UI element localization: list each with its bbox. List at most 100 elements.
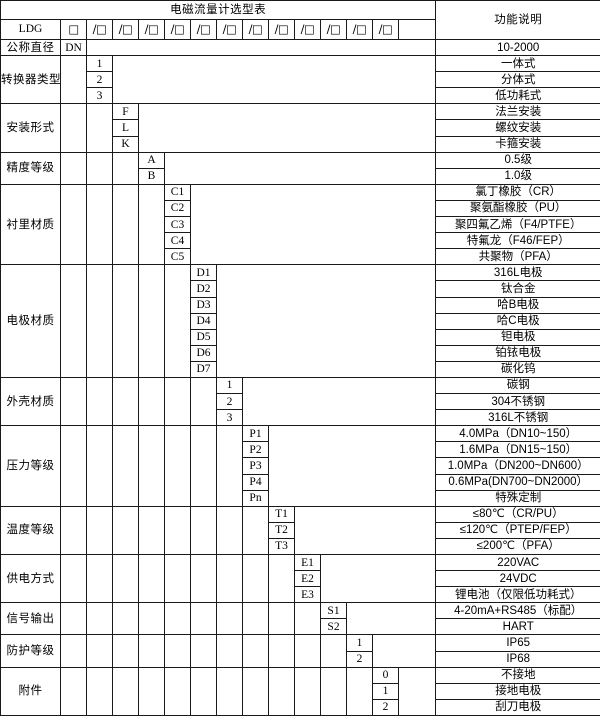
grid-blank xyxy=(112,553,139,604)
table-row: C3 聚四氟乙烯（F4/PTFE） xyxy=(1,216,600,234)
option-box-6[interactable]: /□ xyxy=(216,19,243,40)
option-code[interactable]: L xyxy=(112,119,139,137)
option-code[interactable]: 2 xyxy=(216,393,243,411)
grid-blank xyxy=(86,151,113,185)
option-description: 1.6MPa（DN15~150） xyxy=(435,441,600,459)
option-code[interactable]: A xyxy=(138,151,165,169)
option-description: 24VDC xyxy=(435,570,600,588)
option-code[interactable]: 1 xyxy=(86,55,113,73)
option-description: 特殊定制 xyxy=(435,489,600,507)
row-label-1: 转换器类型 xyxy=(0,55,61,105)
option-code[interactable]: E3 xyxy=(294,586,321,604)
option-code[interactable]: D7 xyxy=(190,360,217,378)
option-code[interactable]: Pn xyxy=(242,489,269,507)
grid-blank xyxy=(320,634,347,668)
grid-blank xyxy=(267,425,437,507)
option-code[interactable]: E2 xyxy=(294,570,321,588)
option-description: 接地电极 xyxy=(435,682,600,700)
option-code[interactable]: D6 xyxy=(190,344,217,362)
option-code[interactable]: P4 xyxy=(242,473,269,491)
grid-blank xyxy=(86,553,113,604)
option-code[interactable]: T2 xyxy=(268,521,295,539)
table-row: E3 锂电池（仅限低功耗式） xyxy=(1,586,600,604)
option-code[interactable]: 0 xyxy=(372,666,399,684)
option-description: 304不锈钢 xyxy=(435,393,600,411)
option-box-8[interactable]: /□ xyxy=(268,19,295,40)
option-code[interactable]: D5 xyxy=(190,328,217,346)
option-code[interactable]: S1 xyxy=(320,602,347,620)
option-code[interactable]: 2 xyxy=(86,71,113,89)
option-description: 4.0MPa（DN10~150） xyxy=(435,425,600,443)
option-code[interactable]: D1 xyxy=(190,264,217,282)
option-code[interactable]: T1 xyxy=(268,505,295,523)
option-code[interactable]: C5 xyxy=(164,248,191,266)
option-box-0[interactable]: □ xyxy=(60,19,87,40)
option-code[interactable]: K xyxy=(112,135,139,153)
option-code[interactable]: D4 xyxy=(190,312,217,330)
option-box-5[interactable]: /□ xyxy=(190,19,217,40)
grid-blank xyxy=(397,666,437,716)
grid-blank xyxy=(60,505,87,556)
option-code[interactable]: S2 xyxy=(320,618,347,636)
option-code[interactable]: T3 xyxy=(268,537,295,556)
grid-blank xyxy=(138,425,165,507)
grid-blank xyxy=(164,264,191,378)
table-title: 电磁流量计选型表 xyxy=(0,0,437,20)
option-box-4[interactable]: /□ xyxy=(164,19,191,40)
option-box-2[interactable]: /□ xyxy=(112,19,139,40)
option-description: 0.6MPa(DN700~DN2000） xyxy=(435,473,600,491)
grid-blank xyxy=(138,666,165,716)
option-box-11[interactable]: /□ xyxy=(346,19,373,40)
table-row: 公称直径 DN 10-2000 xyxy=(0,38,600,57)
option-code[interactable]: 1 xyxy=(216,376,243,395)
option-code[interactable]: C2 xyxy=(164,199,191,218)
option-code[interactable]: P1 xyxy=(242,425,269,443)
option-code[interactable]: 1 xyxy=(346,634,373,652)
table-row: 电极材质 D1 316L电极 xyxy=(0,264,600,378)
grid-blank xyxy=(216,666,243,716)
grid-blank xyxy=(268,666,295,716)
grid-blank xyxy=(138,505,165,556)
option-box-12[interactable]: /□ xyxy=(372,19,399,40)
option-code[interactable]: D2 xyxy=(190,280,217,298)
option-code[interactable]: DN xyxy=(60,38,87,57)
option-code[interactable]: C1 xyxy=(164,183,191,201)
row-label-8: 温度等级 xyxy=(0,505,61,556)
option-code[interactable]: C4 xyxy=(164,232,191,250)
table-row: 压力等级 P1 4.0MPa（DN10~150） xyxy=(0,425,600,507)
option-code[interactable]: E1 xyxy=(294,553,321,572)
option-code[interactable]: 1 xyxy=(372,682,399,700)
grid-blank xyxy=(112,425,139,507)
option-box-7[interactable]: /□ xyxy=(242,19,269,40)
title-row: 电磁流量计选型表 功能说明 xyxy=(0,0,600,40)
option-code[interactable]: 2 xyxy=(372,698,399,716)
option-code[interactable]: 3 xyxy=(86,87,113,105)
grid-blank xyxy=(60,55,87,105)
option-code[interactable]: B xyxy=(138,167,165,185)
table-row: 安装形式 F 法兰安装 xyxy=(0,103,600,153)
option-code[interactable]: C3 xyxy=(164,216,191,234)
row-label-6: 外壳材质 xyxy=(0,376,61,427)
option-code[interactable]: F xyxy=(112,103,139,121)
option-box-9[interactable]: /□ xyxy=(294,19,321,40)
grid-blank xyxy=(190,666,217,716)
option-code[interactable]: D3 xyxy=(190,296,217,314)
grid-blank xyxy=(190,505,217,556)
grid-blank xyxy=(60,602,87,636)
option-description: 1.0级 xyxy=(435,167,600,185)
grid-blank xyxy=(241,376,437,427)
grid-blank xyxy=(164,553,191,604)
option-box-3[interactable]: /□ xyxy=(138,19,165,40)
option-code[interactable]: 3 xyxy=(216,409,243,427)
option-code[interactable]: P3 xyxy=(242,457,269,475)
option-code[interactable]: 2 xyxy=(346,650,373,668)
option-description: 4-20mA+RS485（标配） xyxy=(435,602,600,620)
grid-blank xyxy=(294,602,321,636)
option-box-10[interactable]: /□ xyxy=(320,19,347,40)
table-row: 外壳材质 1 碳钢 xyxy=(0,376,600,427)
option-description: 碳钢 xyxy=(435,376,600,395)
option-code[interactable]: P2 xyxy=(242,441,269,459)
table-row: K 卡箍安装 xyxy=(1,135,600,153)
option-box-1[interactable]: /□ xyxy=(86,19,113,40)
grid-blank xyxy=(112,264,139,378)
